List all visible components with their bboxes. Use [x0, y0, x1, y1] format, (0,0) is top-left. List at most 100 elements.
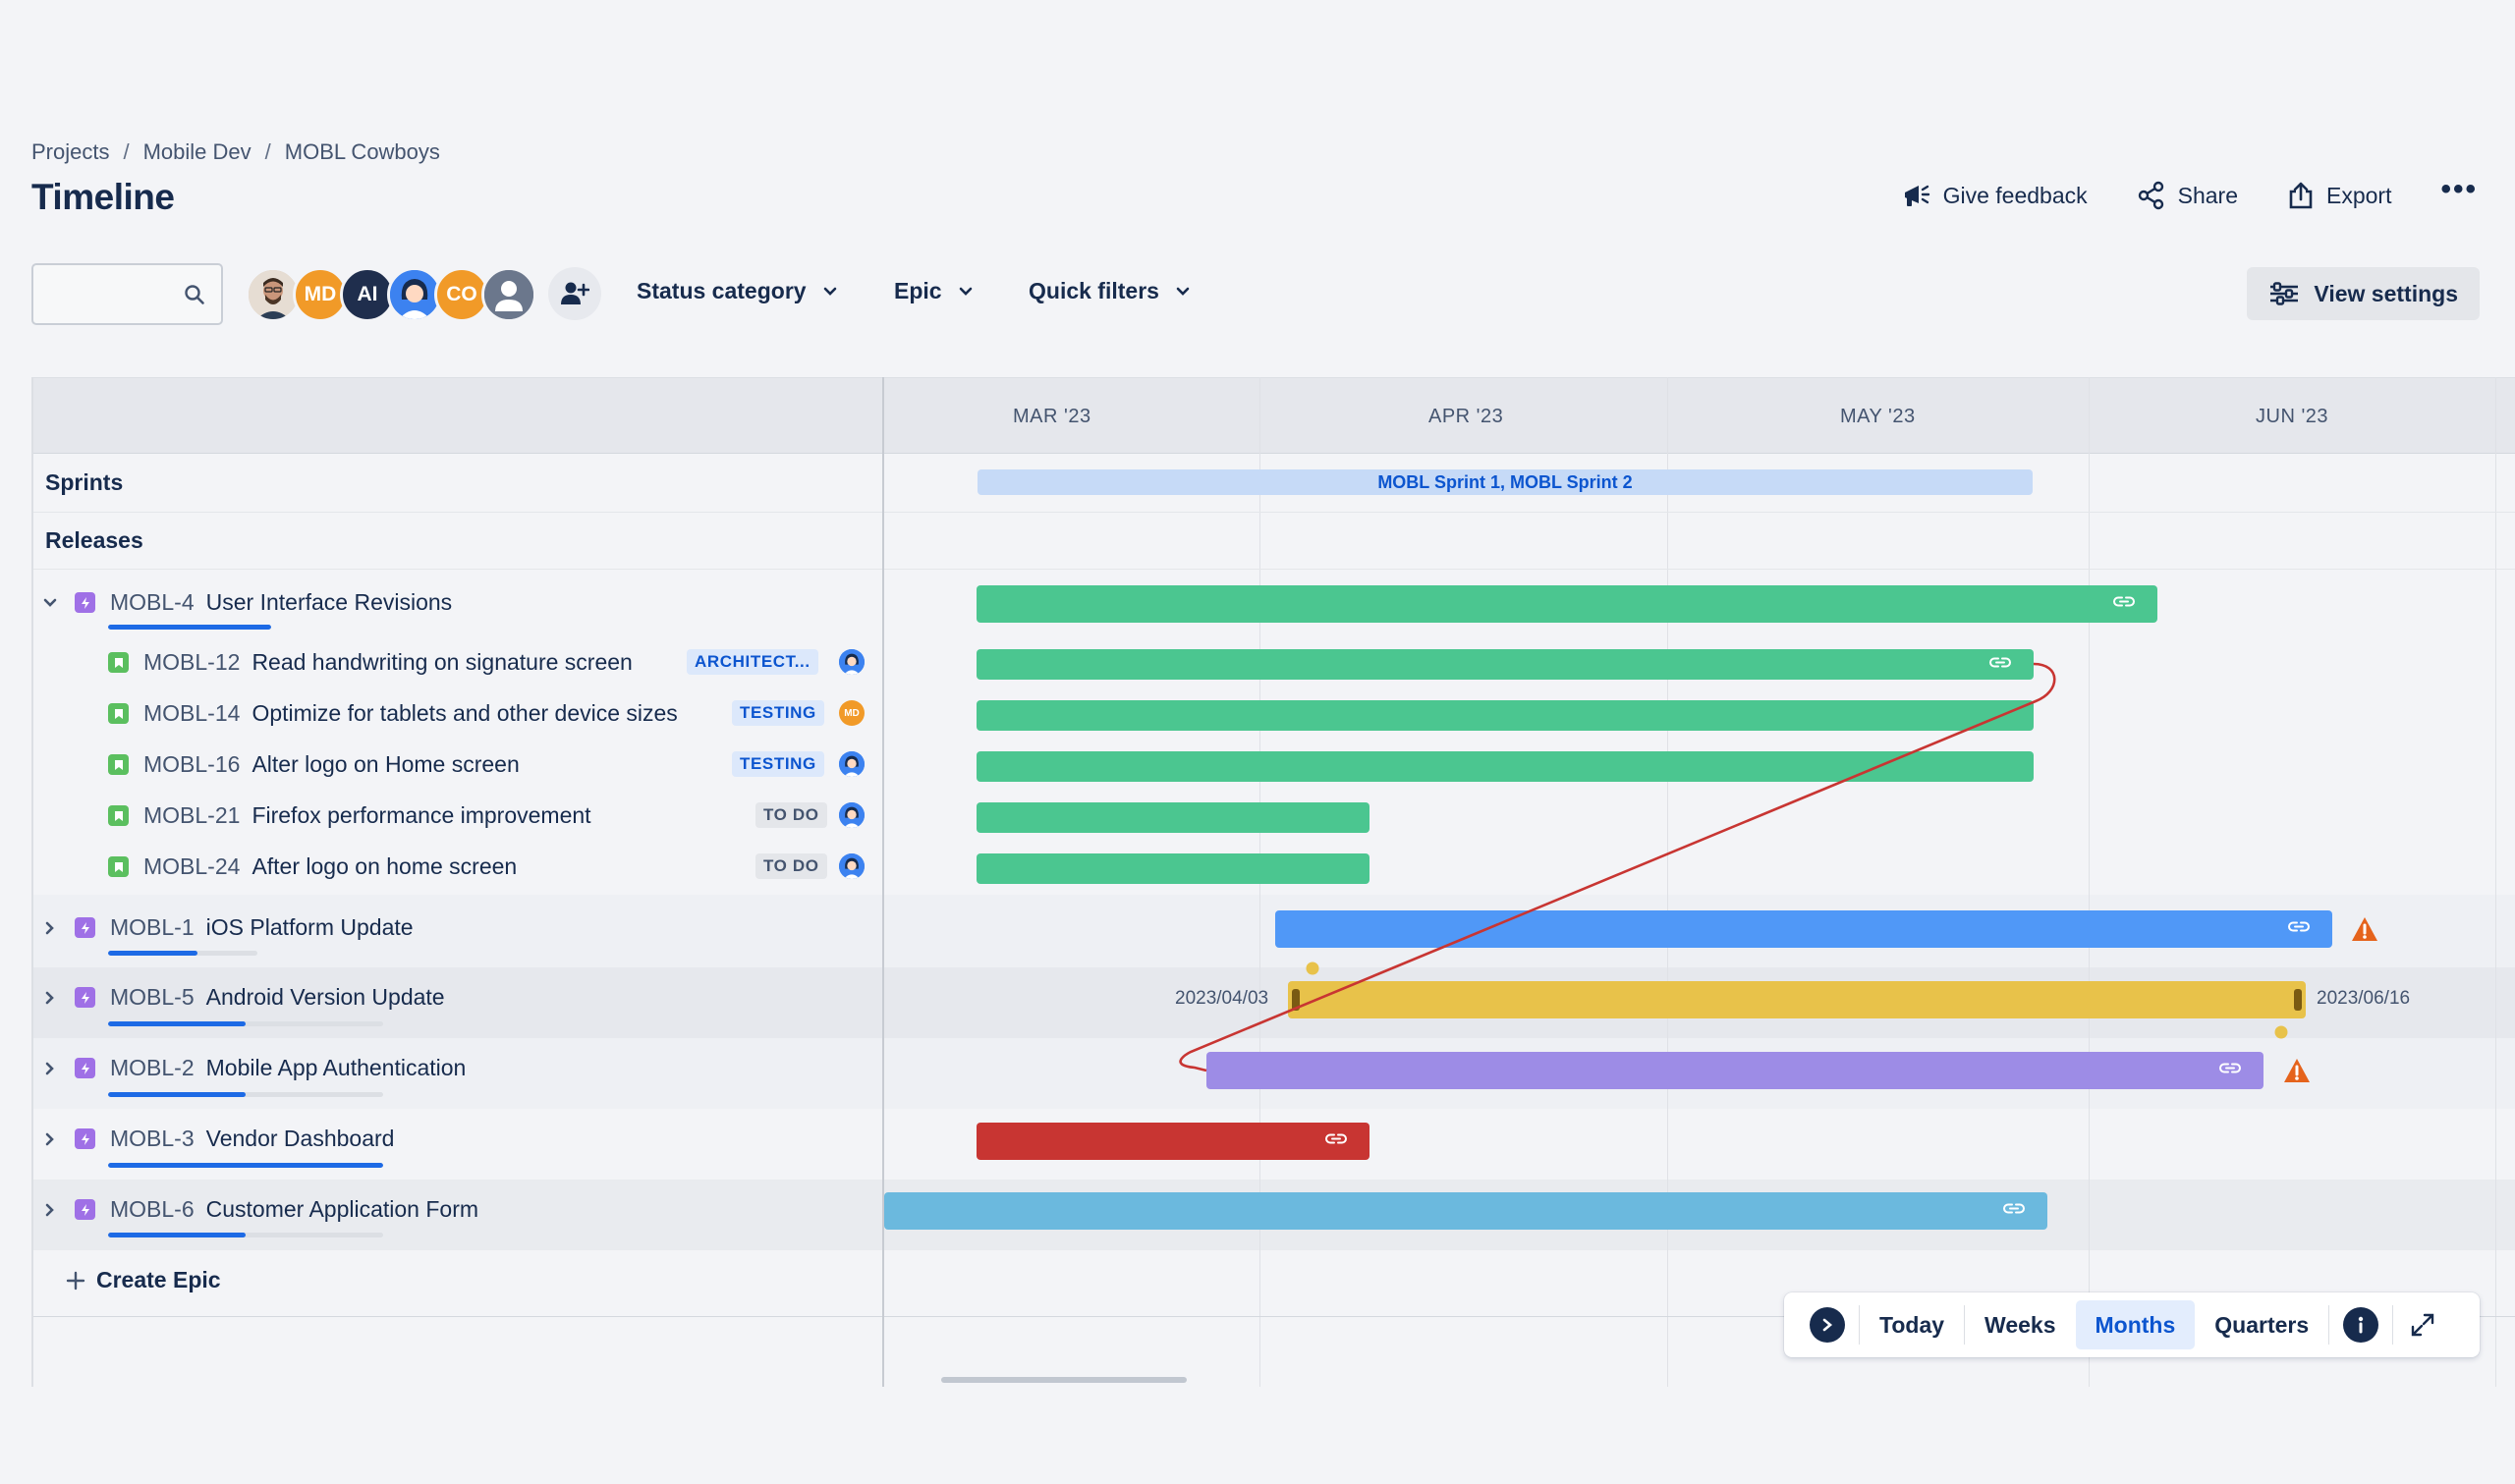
child-row-mobl-14[interactable]: MOBL-14 Optimize for tablets and other d…	[108, 700, 678, 727]
status-category-filter[interactable]: Status category	[637, 278, 838, 304]
epic-bar-mobl-2[interactable]	[1206, 1052, 2264, 1089]
issue-key[interactable]: MOBL-4	[110, 589, 195, 615]
link-icon[interactable]	[1324, 1131, 1348, 1152]
epic-row-mobl-3[interactable]: MOBL-3 Vendor Dashboard	[41, 1126, 394, 1152]
epic-row-mobl-2[interactable]: MOBL-2 Mobile App Authentication	[41, 1055, 466, 1081]
avatar[interactable]	[481, 267, 536, 322]
search-input[interactable]	[31, 263, 223, 325]
link-icon[interactable]	[2287, 919, 2311, 940]
epic-icon	[75, 917, 95, 938]
status-badge[interactable]: TESTING	[732, 700, 824, 726]
chevron-right-icon[interactable]	[41, 1131, 59, 1147]
dependency-handle[interactable]	[2274, 1025, 2288, 1039]
assignee-avatar[interactable]	[839, 802, 865, 828]
weeks-button[interactable]: Weeks	[1984, 1311, 2056, 1338]
status-badge[interactable]: ARCHITECT...	[687, 649, 818, 675]
quick-filters[interactable]: Quick filters	[1029, 278, 1191, 304]
breadcrumb-projects[interactable]: Projects	[31, 139, 110, 164]
chevron-right-icon[interactable]	[41, 1061, 59, 1076]
end-date-label: 2023/06/16	[2317, 988, 2411, 1009]
expand-icon[interactable]	[2409, 1311, 2436, 1339]
issue-key[interactable]: MOBL-16	[143, 751, 241, 777]
chevron-right-icon[interactable]	[1810, 1307, 1845, 1343]
share-button[interactable]: Share	[2137, 181, 2238, 210]
child-row-mobl-21[interactable]: MOBL-21 Firefox performance improvement	[108, 802, 591, 829]
breadcrumb-mobl-cowboys[interactable]: MOBL Cowboys	[284, 139, 440, 164]
issue-bar-mobl-21[interactable]	[977, 802, 1369, 833]
epic-bar-mobl-1[interactable]	[1275, 910, 2332, 948]
end-drag-handle[interactable]	[2294, 989, 2302, 1011]
epic-row-mobl-1[interactable]: MOBL-1 iOS Platform Update	[41, 914, 414, 941]
more-actions-button[interactable]: •••	[2440, 173, 2478, 205]
status-badge[interactable]: TO DO	[755, 802, 827, 828]
export-button[interactable]: Export	[2287, 181, 2391, 210]
warning-icon[interactable]	[2282, 1057, 2312, 1089]
link-icon[interactable]	[2002, 1201, 2026, 1222]
issue-bar-mobl-14[interactable]	[977, 700, 2034, 731]
avatar[interactable]	[246, 267, 301, 322]
epic-progress-bar	[108, 1092, 383, 1097]
assignee-avatar[interactable]	[839, 649, 865, 675]
quarters-button[interactable]: Quarters	[2214, 1311, 2310, 1338]
epic-filter[interactable]: Epic	[894, 278, 974, 304]
epic-row-mobl-6[interactable]: MOBL-6 Customer Application Form	[41, 1196, 478, 1223]
epic-bar-mobl-6[interactable]	[884, 1192, 2047, 1230]
issue-key[interactable]: MOBL-6	[110, 1196, 195, 1222]
issue-bar-mobl-16[interactable]	[977, 751, 2034, 782]
months-button[interactable]: Months	[2075, 1300, 2196, 1349]
epic-bar-mobl-3[interactable]	[977, 1123, 1369, 1160]
avatar[interactable]: MD	[293, 267, 348, 322]
avatar[interactable]	[387, 267, 442, 322]
megaphone-icon	[1904, 185, 1929, 206]
issue-key[interactable]: MOBL-2	[110, 1055, 195, 1080]
horizontal-scrollbar[interactable]	[941, 1377, 1187, 1383]
chevron-right-icon[interactable]	[41, 920, 59, 936]
issue-key[interactable]: MOBL-3	[110, 1126, 195, 1151]
give-feedback-button[interactable]: Give feedback	[1902, 182, 2088, 209]
today-button[interactable]: Today	[1879, 1311, 1945, 1338]
child-row-mobl-24[interactable]: MOBL-24 After logo on home screen	[108, 853, 517, 880]
link-icon[interactable]	[2112, 594, 2136, 615]
epic-bar-mobl-4[interactable]	[977, 585, 2157, 623]
issue-bar-mobl-24[interactable]	[977, 853, 1369, 884]
issue-key[interactable]: MOBL-24	[143, 853, 241, 879]
dependency-handle[interactable]	[1306, 962, 1319, 975]
chevron-right-icon[interactable]	[41, 1202, 59, 1218]
epic-bar-mobl-5[interactable]	[1288, 981, 2306, 1018]
epic-row-mobl-5[interactable]: MOBL-5 Android Version Update	[41, 984, 445, 1011]
breadcrumb-mobile-dev[interactable]: Mobile Dev	[142, 139, 252, 164]
month-gridline	[2089, 377, 2090, 1387]
issue-key[interactable]: MOBL-14	[143, 700, 241, 726]
chevron-down-icon[interactable]	[41, 597, 59, 609]
sprint-bar[interactable]: MOBL Sprint 1, MOBL Sprint 2	[978, 469, 2033, 495]
warning-icon[interactable]	[2350, 915, 2379, 948]
info-icon[interactable]	[2343, 1307, 2379, 1343]
view-settings-button[interactable]: View settings	[2247, 267, 2480, 320]
list-timeline-divider[interactable]	[882, 377, 884, 1387]
create-epic-button[interactable]: Create Epic	[65, 1267, 221, 1293]
status-badge[interactable]: TO DO	[755, 853, 827, 879]
assignee-avatar[interactable]	[839, 751, 865, 777]
story-icon	[108, 652, 129, 673]
add-people-button[interactable]	[548, 267, 601, 320]
issue-key[interactable]: MOBL-1	[110, 914, 195, 940]
assignee-avatar[interactable]: MD	[839, 700, 865, 726]
avatar[interactable]: CO	[434, 267, 489, 322]
child-row-mobl-12[interactable]: MOBL-12 Read handwriting on signature sc…	[108, 649, 633, 676]
avatar[interactable]: AI	[340, 267, 395, 322]
link-icon[interactable]	[1988, 654, 2012, 675]
child-row-mobl-16[interactable]: MOBL-16 Alter logo on Home screen	[108, 751, 520, 778]
start-drag-handle[interactable]	[1292, 989, 1300, 1011]
assignee-avatar[interactable]	[839, 853, 865, 879]
chevron-right-icon[interactable]	[41, 990, 59, 1006]
issue-key[interactable]: MOBL-12	[143, 649, 241, 675]
issue-bar-mobl-12[interactable]	[977, 649, 2034, 680]
link-icon[interactable]	[2218, 1061, 2242, 1081]
epic-progress-bar	[108, 1233, 383, 1237]
epic-row-mobl-4[interactable]: MOBL-4 User Interface Revisions	[41, 589, 452, 616]
issue-title: User Interface Revisions	[205, 589, 453, 615]
epic-icon	[75, 1199, 95, 1220]
status-badge[interactable]: TESTING	[732, 751, 824, 777]
issue-key[interactable]: MOBL-21	[143, 802, 241, 828]
issue-key[interactable]: MOBL-5	[110, 984, 195, 1010]
